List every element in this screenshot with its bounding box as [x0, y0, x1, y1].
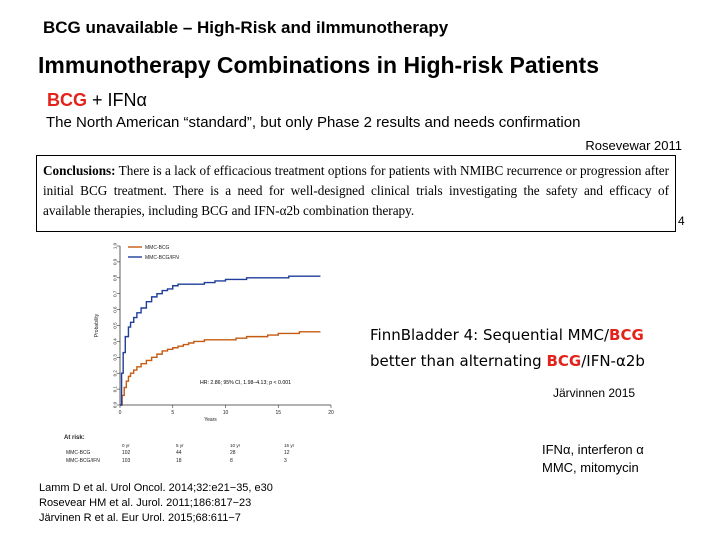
- finnbladder-line-1: FinnBladder 4: Sequential MMC/BCG: [370, 322, 645, 348]
- chart-legend: MMC-BCG MMC-BCG/IFN: [128, 245, 179, 261]
- series-line-1: [120, 275, 321, 406]
- abbreviation-mmc: MMC, mitomycin: [542, 460, 639, 475]
- subtitle-bcg-ifn: BCG + IFNα: [47, 90, 147, 111]
- at-risk-value: 12: [284, 450, 290, 456]
- at-risk-value: 28: [230, 450, 236, 456]
- at-risk-value: 3: [284, 458, 287, 464]
- at-risk-header: 0 yr: [122, 443, 130, 448]
- source-jarvinen: Järvinnen 2015: [553, 386, 636, 400]
- series-line-0: [120, 331, 321, 406]
- references: Lamm D et al. Urol Oncol. 2014;32:e21−35…: [39, 481, 273, 526]
- at-risk-label: At risk:: [64, 435, 85, 441]
- y-tick-label: 0.7: [113, 290, 118, 297]
- reference-jarvinen: Järvinen R et al. Eur Urol. 2015;68:611−…: [39, 512, 241, 524]
- at-risk-row-name: MMC-BCG: [66, 450, 91, 456]
- x-tick-label: 0: [119, 410, 122, 416]
- at-risk-value: 18: [176, 458, 182, 464]
- x-tick-label: 20: [328, 410, 334, 416]
- at-risk-table: At risk: 0 yr 5 yr 10 yr 15 yr MMC-BCG 102 44 28…: [64, 435, 295, 464]
- y-tick-label: 0.6: [113, 306, 118, 313]
- at-risk-value: 8: [230, 458, 233, 464]
- reference-rosevear: Rosevear HM et al. Jurol. 2011;186:817−2…: [39, 497, 252, 509]
- legend-label-0: MMC-BCG: [145, 245, 170, 251]
- x-tick-label: 10: [223, 410, 229, 416]
- legend-label-1: MMC-BCG/IFN: [145, 255, 179, 261]
- conclusion-label: Conclusions:: [43, 163, 116, 178]
- y-tick-label: 0.1: [113, 385, 118, 392]
- at-risk-value: 102: [122, 450, 131, 456]
- conclusion-text: There is a lack of efficacious treatment…: [43, 163, 669, 218]
- x-tick-label: 15: [275, 410, 281, 416]
- slide-top-title: BCG unavailable – High-Risk and iImmunot…: [43, 18, 449, 37]
- y-tick-label: 0.4: [113, 338, 118, 345]
- conclusion-box: Conclusions: There is a lack of efficaci…: [36, 155, 676, 232]
- at-risk-header: 5 yr: [176, 443, 184, 448]
- kaplan-meier-chart: 0.0 0.1 0.2 0.3 0.4 0.5 0.6 0.7 0.8 0.9 1.0 0 5 10 15 2…: [64, 242, 334, 464]
- finnbladder-statement: FinnBladder 4: Sequential MMC/BCG better…: [370, 322, 645, 374]
- at-risk-value: 44: [176, 450, 182, 456]
- y-tick-label: 0.5: [113, 322, 118, 329]
- chart-annotation: HR: 2.86; 95% CI, 1.98–4.13; p < 0.001: [200, 380, 291, 386]
- finnbladder-line-2-tail: /IFN-α2b: [581, 352, 645, 370]
- slide-number-fragment: 4: [678, 214, 685, 228]
- chart-axes: 0.0 0.1 0.2 0.3 0.4 0.5 0.6 0.7 0.8 0.9 1.0 0 5 10 15 2…: [94, 242, 334, 423]
- abbreviations: IFNα, interferon α MMC, mitomycin: [542, 441, 644, 477]
- abbreviation-ifn: IFNα, interferon α: [542, 442, 644, 457]
- reference-lamm: Lamm D et al. Urol Oncol. 2014;32:e21−35…: [39, 482, 273, 494]
- source-rosevear: Rosevewar 2011: [585, 138, 682, 153]
- finnbladder-line-1-text: FinnBladder 4: Sequential MMC/: [370, 326, 610, 344]
- y-axis-title: Probability: [94, 313, 100, 337]
- finnbladder-line-2: better than alternating BCG/IFN-α2b: [370, 348, 645, 374]
- finnbladder-bcg-1: BCG: [609, 326, 644, 344]
- finnbladder-bcg-2: BCG: [546, 352, 582, 370]
- y-tick-label: 0.8: [113, 274, 118, 281]
- chart-lines: [120, 275, 321, 406]
- at-risk-header: 15 yr: [284, 443, 295, 448]
- x-tick-label: 5: [171, 410, 174, 416]
- subtitle-rest: + IFNα: [87, 90, 147, 110]
- at-risk-header: 10 yr: [230, 443, 241, 448]
- finnbladder-line-2-text: better than alternating: [370, 352, 547, 370]
- at-risk-row-name: MMC-BCG/IFN: [66, 458, 100, 464]
- standard-statement: The North American “standard”, but only …: [46, 114, 581, 131]
- slide-main-title: Immunotherapy Combinations in High-risk …: [38, 52, 600, 78]
- y-tick-label: 1.0: [113, 242, 118, 249]
- y-tick-label: 0.9: [113, 258, 118, 265]
- y-tick-label: 0.0: [113, 401, 118, 408]
- y-tick-label: 0.3: [113, 354, 118, 361]
- x-axis-title: Years: [204, 417, 217, 423]
- subtitle-bcg-label: BCG: [47, 90, 87, 110]
- y-tick-label: 0.2: [113, 370, 118, 377]
- at-risk-value: 103: [122, 458, 131, 464]
